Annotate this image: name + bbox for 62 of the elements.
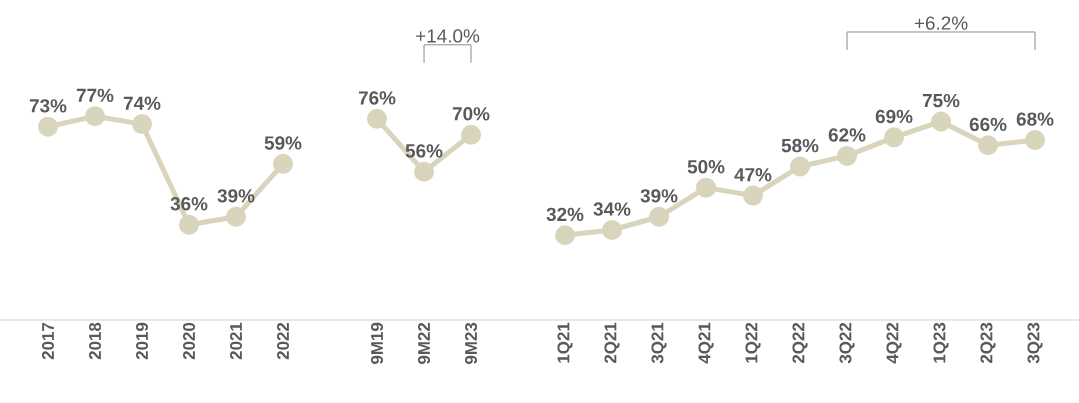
x-tick-label: 1Q21 bbox=[557, 322, 573, 363]
data-label: 76% bbox=[358, 91, 396, 105]
data-label: 58% bbox=[781, 138, 819, 153]
data-label: 70% bbox=[452, 107, 490, 121]
point bbox=[367, 108, 388, 129]
text: +6.2% bbox=[914, 16, 968, 30]
data-label: 36% bbox=[170, 197, 208, 211]
x-tick-label: 1Q22 bbox=[745, 322, 761, 363]
point bbox=[743, 185, 764, 206]
x-tick-label: 2020 bbox=[183, 322, 196, 360]
data-label: 39% bbox=[217, 189, 255, 203]
data-label: 39% bbox=[640, 189, 678, 203]
point bbox=[273, 153, 294, 174]
point bbox=[884, 127, 905, 148]
data-label: 69% bbox=[875, 109, 913, 124]
point bbox=[978, 135, 999, 156]
point bbox=[790, 156, 811, 177]
point bbox=[461, 124, 482, 145]
x-tick-label: 4Q22 bbox=[886, 322, 902, 364]
x-tick-label: 3Q22 bbox=[839, 322, 855, 364]
point bbox=[226, 206, 247, 227]
data-label: 34% bbox=[593, 202, 631, 216]
x-tick-label: 9M22 bbox=[418, 322, 431, 364]
x-tick-label: 1Q23 bbox=[933, 322, 949, 363]
x-tick-label: 2Q22 bbox=[792, 322, 808, 364]
x-tick-label: 2Q23 bbox=[980, 322, 996, 364]
data-label: 32% bbox=[546, 207, 584, 222]
data-label: 59% bbox=[264, 136, 302, 150]
point bbox=[1025, 130, 1046, 150]
x-tick-label: 3Q23 bbox=[1027, 322, 1043, 364]
data-label: 75% bbox=[922, 93, 960, 108]
point bbox=[132, 114, 153, 135]
x-tick-label: 2019 bbox=[136, 322, 149, 360]
point bbox=[179, 214, 200, 235]
data-label: 73% bbox=[29, 99, 67, 113]
point bbox=[38, 116, 59, 137]
point bbox=[837, 145, 858, 166]
x-tick-label: 2018 bbox=[89, 322, 102, 360]
x-tick-label: 3Q21 bbox=[651, 322, 667, 364]
point bbox=[649, 206, 670, 227]
data-label: 50% bbox=[687, 160, 725, 174]
point bbox=[555, 225, 576, 246]
point bbox=[414, 161, 435, 182]
data-label: 56% bbox=[405, 144, 443, 158]
point bbox=[602, 220, 623, 240]
x-tick-label: 9M19 bbox=[371, 322, 384, 364]
data-label: 66% bbox=[969, 117, 1007, 132]
data-label: 47% bbox=[734, 168, 772, 182]
x-tick-label: 4Q21 bbox=[698, 322, 714, 364]
data-label: 68% bbox=[1016, 112, 1054, 126]
x-tick-label: 2021 bbox=[230, 322, 243, 360]
data-label: 77% bbox=[76, 88, 114, 102]
point bbox=[85, 106, 106, 127]
data-label: 62% bbox=[828, 128, 866, 142]
point bbox=[696, 177, 717, 198]
x-tick-label: 2Q21 bbox=[604, 322, 620, 364]
data-label: 74% bbox=[123, 96, 161, 110]
x-tick-label: 2022 bbox=[277, 322, 290, 360]
x-tick-label: 2017 bbox=[42, 322, 55, 360]
text: +14.0% bbox=[416, 29, 480, 43]
point bbox=[931, 111, 952, 132]
x-tick-label: 9M23 bbox=[465, 322, 478, 364]
